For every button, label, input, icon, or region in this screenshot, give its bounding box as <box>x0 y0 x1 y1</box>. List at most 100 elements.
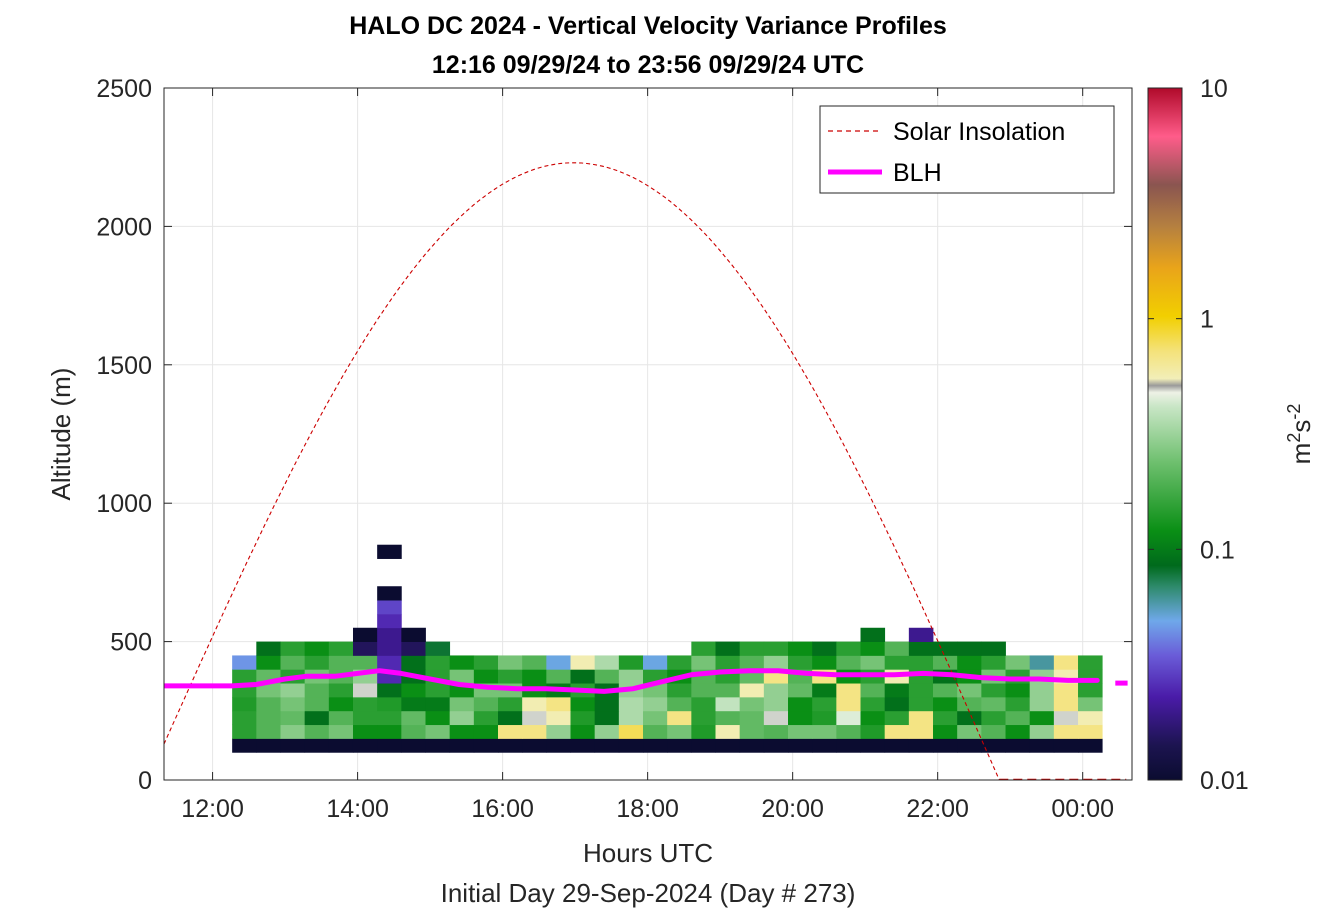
x-tick-label: 20:00 <box>761 795 824 823</box>
heatmap-cell <box>1078 696 1103 712</box>
heatmap-cell <box>884 710 910 726</box>
heatmap-cell <box>908 627 934 642</box>
heatmap-cell <box>449 696 475 712</box>
heatmap-cell <box>570 655 596 670</box>
heatmap-cell <box>232 738 257 753</box>
heatmap-cell <box>788 696 813 712</box>
heatmap-cell <box>739 683 765 698</box>
heatmap-cell <box>280 710 306 726</box>
heatmap-cell <box>232 655 257 670</box>
heatmap-cell <box>546 724 571 739</box>
heatmap-cell <box>401 683 426 698</box>
heatmap-cell <box>473 710 499 726</box>
heatmap-cell <box>256 738 281 753</box>
heatmap-cell <box>594 724 620 739</box>
heatmap-cell <box>788 724 813 739</box>
legend: Solar Insolation BLH <box>819 105 1115 194</box>
heatmap-cell <box>425 641 451 656</box>
heatmap-cell <box>256 710 281 726</box>
heatmap-cell <box>860 696 886 712</box>
heatmap-cell <box>328 710 354 726</box>
heatmap-cell <box>812 738 837 753</box>
heatmap-cell <box>884 655 910 670</box>
heatmap-cell <box>860 724 886 739</box>
heatmap-cell <box>1078 724 1103 739</box>
heatmap-cell <box>643 696 668 712</box>
heatmap-cell <box>401 710 426 726</box>
chart-subtitle: 12:16 09/29/24 to 23:56 09/29/24 UTC <box>432 51 864 79</box>
heatmap-cell <box>352 641 378 656</box>
heatmap-cell <box>1053 683 1079 698</box>
heatmap-cell <box>280 683 306 698</box>
heatmap-cell <box>981 738 1006 753</box>
x-tick-label: 18:00 <box>616 795 679 823</box>
colorbar-tick-label: 10 <box>1200 75 1228 103</box>
footer-text: Initial Day 29-Sep-2024 (Day # 273) <box>441 878 856 908</box>
colorbar-ticks: 0.01 0.1 1 10 <box>1148 75 1249 795</box>
heatmap-cell <box>715 710 741 726</box>
heatmap-cell <box>957 655 982 670</box>
heatmap-cell <box>836 641 861 656</box>
heatmap-cell <box>739 738 765 753</box>
heatmap-cell <box>377 655 402 670</box>
heatmap-cell <box>715 738 741 753</box>
y-tick-label: 2000 <box>96 213 152 241</box>
heatmap-cell <box>957 738 982 753</box>
heatmap-cell <box>691 655 716 670</box>
heatmap-cell <box>473 696 499 712</box>
heatmap-cell <box>401 738 426 753</box>
heatmap-cell <box>304 655 330 670</box>
heatmap-cell <box>667 710 692 726</box>
heatmap-cell <box>618 710 644 726</box>
heatmap-cell <box>836 655 861 670</box>
heatmap-cell <box>643 710 668 726</box>
heatmap-cell <box>1005 710 1031 726</box>
heatmap-cell <box>280 641 306 656</box>
heatmap-cell <box>377 696 402 712</box>
heatmap-cell <box>1029 655 1055 670</box>
heatmap-cell <box>522 710 547 726</box>
heatmap-cell <box>546 696 571 712</box>
heatmap-cell <box>1005 696 1031 712</box>
heatmap-cell <box>763 641 789 656</box>
heatmap-cell <box>981 641 1006 656</box>
heatmap-cell <box>691 710 716 726</box>
heatmap-cell <box>256 641 281 656</box>
heatmap-cell <box>449 738 475 753</box>
heatmap-cell <box>691 696 716 712</box>
heatmap-cell <box>739 696 765 712</box>
heatmap-cell <box>957 696 982 712</box>
heatmap-cell <box>908 724 934 739</box>
heatmap-cell <box>497 696 523 712</box>
heatmap-cell <box>981 683 1006 698</box>
heatmap-cell <box>497 655 523 670</box>
heatmap-cell <box>546 738 571 753</box>
heatmap-cell <box>377 641 402 656</box>
heatmap-cell <box>860 710 886 726</box>
x-axis-label: Hours UTC <box>583 838 713 868</box>
heatmap-cell <box>691 724 716 739</box>
heatmap-cell <box>352 627 378 642</box>
heatmap-cell <box>352 724 378 739</box>
heatmap-cell <box>812 683 837 698</box>
heatmap-cell <box>908 710 934 726</box>
y-tick-label: 500 <box>110 629 152 657</box>
heatmap-cell <box>908 738 934 753</box>
heatmap-cell <box>256 724 281 739</box>
heatmap-cell <box>812 710 837 726</box>
heatmap-cell <box>473 655 499 670</box>
heatmap-cell <box>377 544 402 559</box>
heatmap-cell <box>860 627 886 642</box>
heatmap-cell <box>618 669 644 684</box>
heatmap-cell <box>1029 724 1055 739</box>
heatmap-cell <box>473 738 499 753</box>
heatmap-cell <box>739 655 765 670</box>
heatmap-cell <box>377 710 402 726</box>
heatmap-cell <box>1078 683 1103 698</box>
heatmap-cell <box>691 738 716 753</box>
heatmap-cell <box>449 724 475 739</box>
heatmap-cell <box>352 683 378 698</box>
heatmap-cell <box>1005 724 1031 739</box>
heatmap-cell <box>304 641 330 656</box>
